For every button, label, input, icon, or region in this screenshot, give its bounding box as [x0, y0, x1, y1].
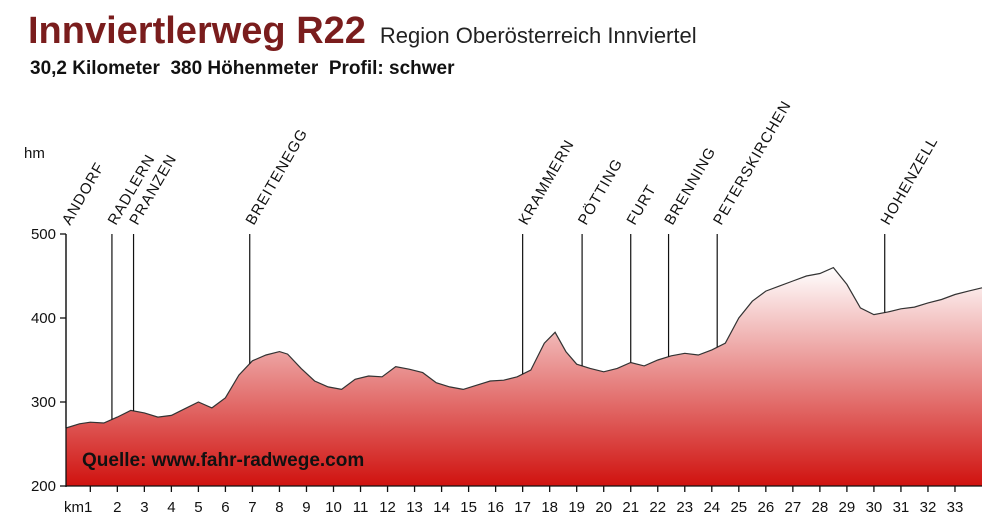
x-tick-label: 23: [676, 499, 693, 516]
place-label: BREITENEGG: [242, 126, 311, 228]
y-tick-label: 500: [31, 226, 56, 243]
x-tick-label: 27: [785, 499, 802, 516]
x-tick-label: 9: [302, 499, 310, 516]
region-label: Region Oberösterreich Innviertel: [379, 23, 697, 48]
x-tick-label: 10: [325, 499, 342, 516]
x-tick-label: 16: [487, 499, 504, 516]
x-tick-label: 21: [622, 499, 639, 516]
x-tick-label: 18: [541, 499, 558, 516]
x-tick-label: 12: [379, 499, 396, 516]
x-tick-label: 13: [406, 499, 423, 516]
y-tick-label: 200: [31, 478, 56, 495]
place-label: ANDORF: [59, 159, 108, 228]
source-label: Quelle: www.fahr-radwege.com: [82, 450, 364, 471]
place-label: BRENNING: [661, 144, 719, 228]
x-tick-label: 6: [221, 499, 229, 516]
elevation-line: [65, 266, 983, 429]
x-tick-label: 2: [113, 499, 121, 516]
y-tick-label: 400: [31, 310, 56, 327]
place-label: PETERSKIRCHEN: [710, 98, 795, 228]
x-tick-label: 14: [433, 499, 450, 516]
place-label: HOHENZELL: [877, 134, 941, 228]
x-tick-label: 8: [275, 499, 283, 516]
x-tick-label: 26: [757, 499, 774, 516]
x-tick-label: 4: [167, 499, 175, 516]
x-tick-label: 15: [460, 499, 477, 516]
x-tick-label: 5: [194, 499, 202, 516]
x-tick-label: 29: [839, 499, 856, 516]
x-axis-label: km1: [64, 499, 92, 516]
x-tick-label: 33: [947, 499, 964, 516]
title-row: Innviertlerweg R22 Region Oberösterreich …: [28, 10, 697, 53]
elevation-area: [66, 267, 982, 486]
x-tick-label: 30: [866, 499, 883, 516]
marker-layer: [65, 234, 886, 429]
x-tick-label: 20: [595, 499, 612, 516]
x-tick-label: 3: [140, 499, 148, 516]
x-tick-label: 11: [353, 499, 369, 516]
place-label: FURT: [623, 182, 660, 228]
x-tick-label: 17: [514, 499, 531, 516]
x-tick-label: 31: [893, 499, 910, 516]
chart-title: Innviertlerweg R22: [28, 10, 366, 52]
x-tick-label: 32: [920, 499, 937, 516]
x-tick-label: 19: [568, 499, 585, 516]
x-tick-label: 24: [703, 499, 720, 516]
place-label: KRAMMERN: [515, 137, 577, 228]
x-tick-label: 22: [649, 499, 666, 516]
route-summary: 30,2 Kilometer 380 Höhenmeter Profil: sc…: [30, 58, 455, 79]
x-tick-label: 25: [730, 499, 747, 516]
x-tick-label: 7: [248, 499, 256, 516]
y-axis-label: hm: [24, 145, 45, 162]
place-label: PÖTTING: [574, 155, 626, 228]
y-tick-label: 300: [31, 394, 56, 411]
area-layer: [65, 266, 983, 486]
x-tick-label: 28: [812, 499, 829, 516]
